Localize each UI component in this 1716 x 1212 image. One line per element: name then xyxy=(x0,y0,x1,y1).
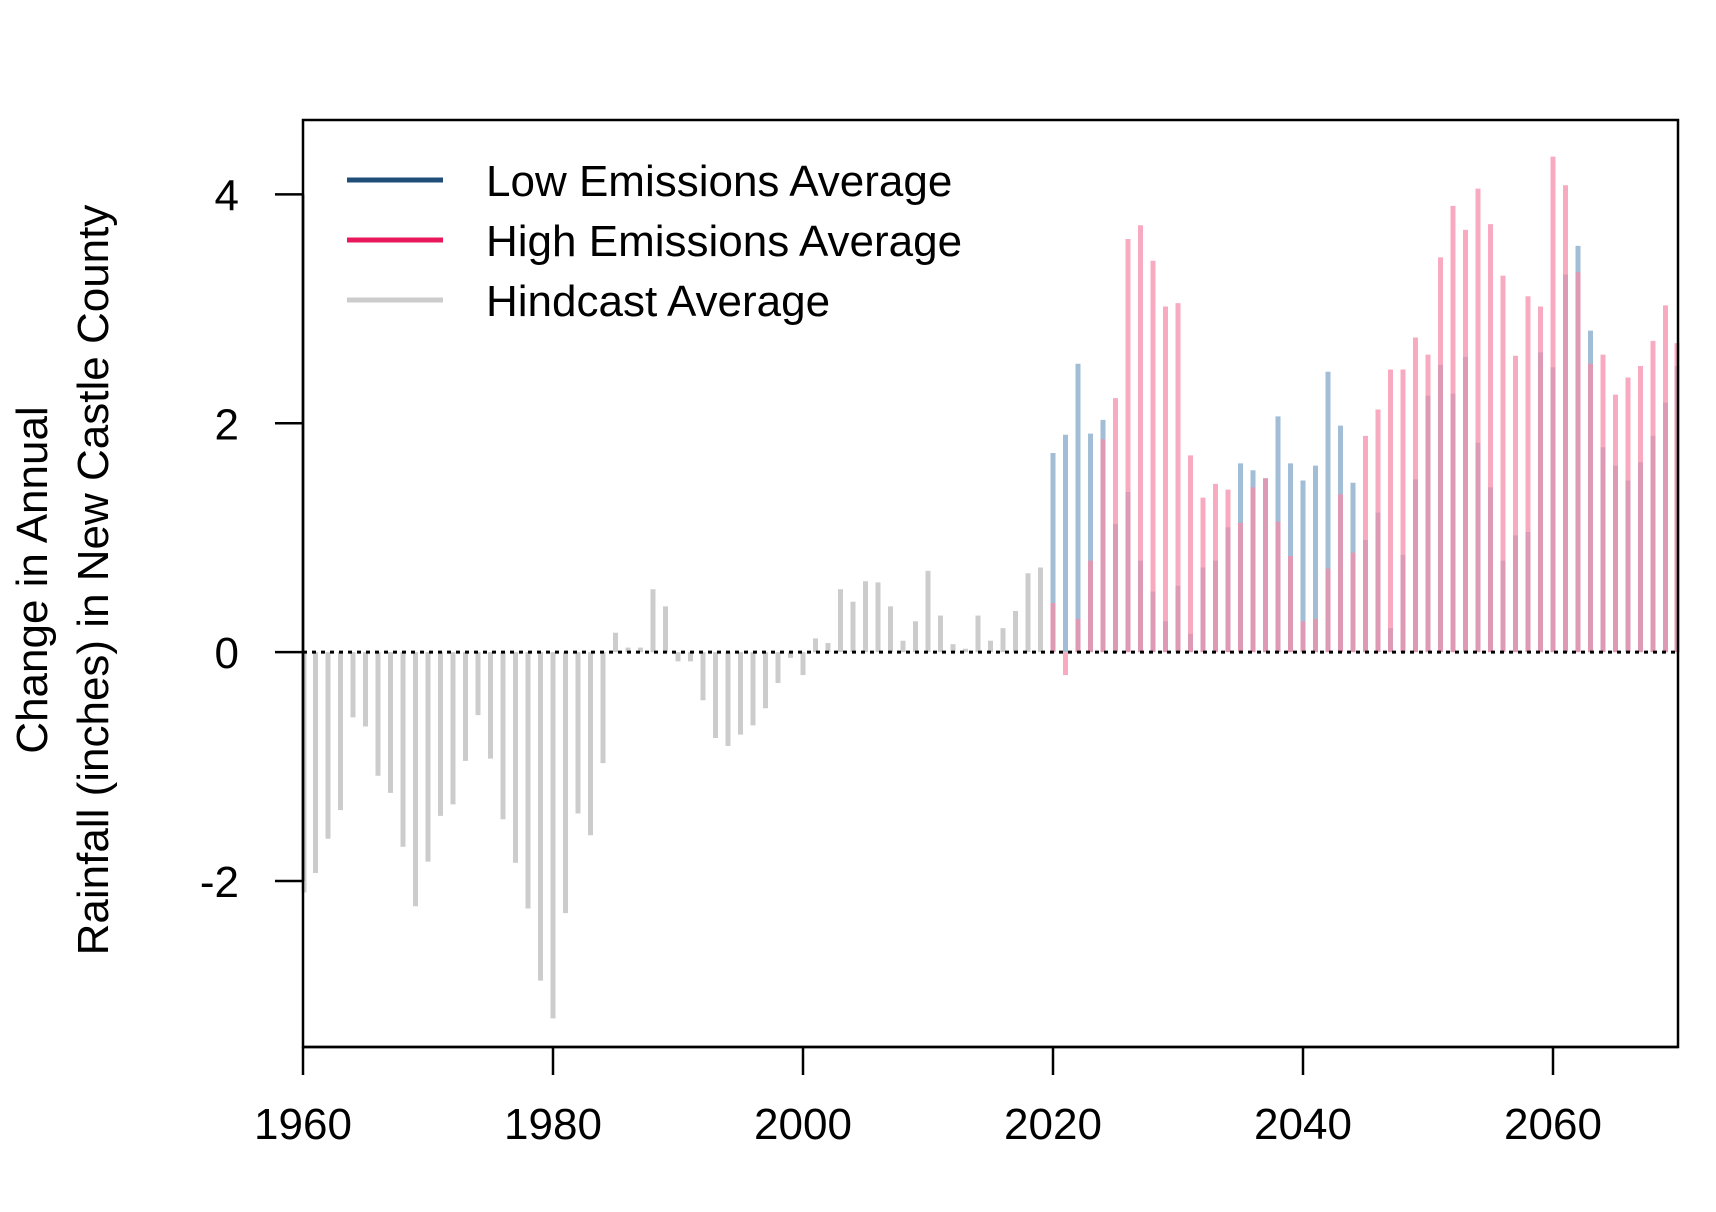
x-tick-label-1960: 1960 xyxy=(254,1100,352,1149)
y-axis-title: Change in Annual Rainfall (inches) in Ne… xyxy=(8,205,118,956)
y-tick-label-0: 0 xyxy=(215,629,239,678)
y-axis-title-line-1: Change in Annual xyxy=(8,406,57,753)
x-tick-label-2040: 2040 xyxy=(1254,1100,1352,1149)
x-axis: 1960 1980 2000 2020 2040 2060 xyxy=(254,1045,1678,1149)
x-tick-label-2000: 2000 xyxy=(754,1100,852,1149)
y-tick-label-2: 2 xyxy=(215,400,239,449)
y-tick-label--2: -2 xyxy=(200,858,239,907)
legend-label-low-emissions-average: Low Emissions Average xyxy=(486,157,952,206)
x-tick-label-2020: 2020 xyxy=(1004,1100,1102,1149)
y-tick-label-4: 4 xyxy=(215,171,239,220)
y-axis-title-line-2: Rainfall (inches) in New Castle County xyxy=(69,205,118,956)
bars-layer xyxy=(301,156,1680,1019)
legend-label-hindcast-average: Hindcast Average xyxy=(486,277,830,326)
y-axis: -2 0 2 4 xyxy=(200,171,305,907)
legend-label-high-emissions-average: High Emissions Average xyxy=(486,217,962,266)
x-tick-label-1980: 1980 xyxy=(504,1100,602,1149)
legend: Low Emissions Average High Emissions Aver… xyxy=(347,157,962,326)
x-tick-label-2060: 2060 xyxy=(1504,1100,1602,1149)
